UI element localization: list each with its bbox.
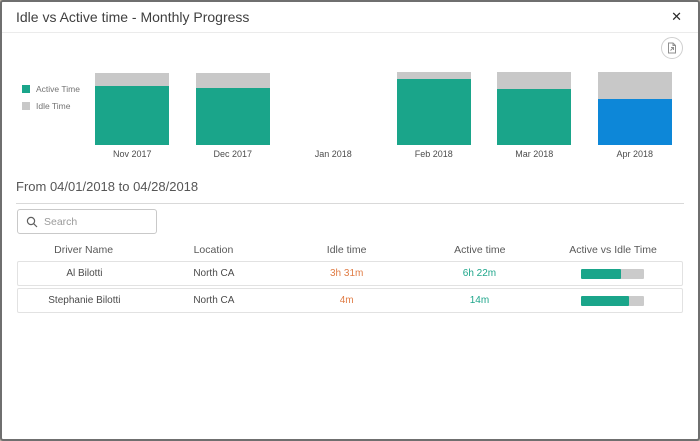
header-location: Location [193, 243, 234, 256]
export-report-icon [668, 42, 676, 54]
idle-segment [396, 72, 471, 79]
cell-active-vs-idle [543, 268, 682, 279]
bar-stack [396, 72, 471, 145]
legend-swatch [22, 85, 30, 93]
header-active-time: Active time [454, 243, 506, 256]
month-label: Feb 2018 [414, 149, 453, 159]
active-segment [396, 78, 471, 145]
header-driver-name: Driver Name [54, 243, 114, 256]
active-fill [580, 268, 622, 279]
bar-column-mar-2018[interactable] [484, 72, 585, 145]
modal-header: Idle vs Active time - Monthly Progress ✕ [2, 2, 698, 33]
bar-column-feb-2018[interactable] [384, 72, 485, 145]
table-row[interactable]: Al Bilotti North CA 3h 31m 6h 22m [17, 261, 683, 286]
active-segment [497, 88, 572, 145]
bar-stack [195, 72, 270, 145]
search-box[interactable] [17, 209, 157, 234]
active-segment [195, 88, 270, 145]
table-header-row: Driver Name Location Idle time Active ti… [17, 241, 683, 258]
section-divider [16, 203, 684, 204]
legend-label: Active Time [36, 84, 80, 94]
legend-item-idle-time[interactable]: Idle Time [22, 101, 80, 111]
month-label: Nov 2017 [112, 149, 152, 159]
month-label: Mar 2018 [515, 149, 554, 159]
idle-segment [95, 72, 170, 86]
active-segment [95, 85, 170, 145]
legend-label: Idle Time [36, 101, 71, 111]
cell-driver-name: Stephanie Bilotti [48, 295, 121, 306]
chart-month-labels: Nov 2017 Dec 2017 Jan 2018 Feb 2018 Mar 2018… [82, 149, 685, 159]
page-title: Idle vs Active time - Monthly Progress [16, 9, 250, 25]
bar-stack [95, 72, 170, 145]
date-range-label: From 04/01/2018 to 04/28/2018 [16, 179, 199, 194]
export-button[interactable] [661, 37, 683, 59]
bar-column-jan-2018[interactable] [283, 72, 384, 145]
cell-driver-name: Al Bilotti [66, 268, 103, 279]
cell-location: North CA [193, 268, 235, 279]
bar-column-nov-2017[interactable] [82, 72, 183, 145]
idle-segment [195, 72, 270, 89]
month-label: Dec 2017 [213, 149, 253, 159]
chart-legend: Active Time Idle Time [22, 84, 80, 118]
search-icon [26, 216, 38, 227]
cell-location: North CA [193, 295, 235, 306]
cell-idle-time: 3h 31m [329, 268, 364, 279]
header-idle-time: Idle time [326, 243, 367, 256]
month-label: Apr 2018 [616, 149, 654, 159]
legend-swatch [22, 102, 30, 110]
legend-item-active-time[interactable]: Active Time [22, 84, 80, 94]
bar-stack [497, 72, 572, 145]
active-fill [580, 295, 629, 306]
cell-active-vs-idle [543, 295, 682, 306]
idle-segment [497, 72, 572, 89]
cell-active-time: 14m [469, 295, 490, 306]
active-segment [597, 99, 672, 145]
month-label: Jan 2018 [314, 149, 352, 159]
cell-active-time: 6h 22m [462, 268, 497, 279]
bar-column-apr-2018[interactable] [585, 72, 686, 145]
drivers-table: Driver Name Location Idle time Active ti… [17, 241, 683, 313]
active-vs-idle-bar [580, 268, 644, 279]
header-active-vs-idle: Active vs Idle Time [569, 243, 657, 256]
close-button[interactable]: ✕ [668, 2, 685, 32]
bar-column-dec-2017[interactable] [183, 72, 284, 145]
bar-stack [597, 72, 672, 145]
search-input[interactable] [44, 215, 156, 228]
table-row[interactable]: Stephanie Bilotti North CA 4m 14m [17, 288, 683, 313]
active-vs-idle-bar [580, 295, 644, 306]
cell-idle-time: 4m [339, 295, 354, 306]
idle-segment [597, 72, 672, 100]
close-icon: ✕ [671, 9, 682, 24]
stacked-bar-chart [82, 72, 685, 145]
